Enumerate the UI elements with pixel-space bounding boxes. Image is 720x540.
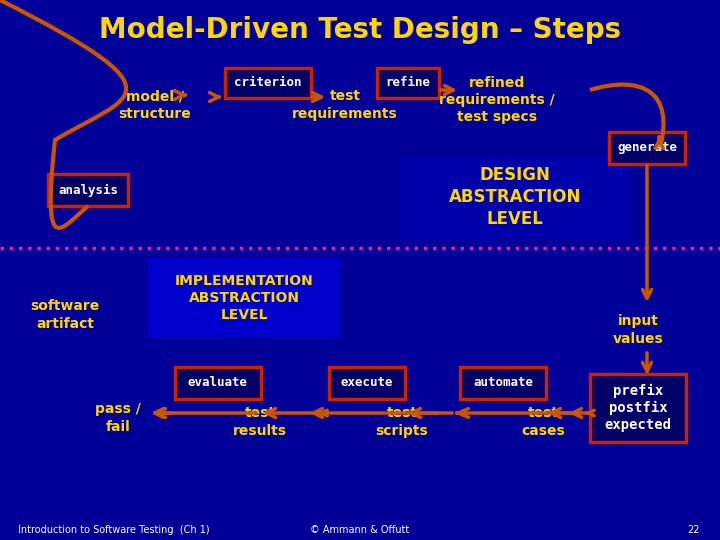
Text: test
cases: test cases	[521, 406, 565, 437]
FancyBboxPatch shape	[590, 374, 686, 442]
FancyBboxPatch shape	[460, 367, 546, 399]
Text: Introduction to Software Testing  (Ch 1): Introduction to Software Testing (Ch 1)	[18, 525, 210, 535]
Text: test
scripts: test scripts	[376, 406, 428, 437]
Text: refine: refine	[385, 77, 431, 90]
FancyBboxPatch shape	[609, 132, 685, 164]
FancyBboxPatch shape	[225, 68, 311, 98]
Text: © Ammann & Offutt: © Ammann & Offutt	[310, 525, 410, 535]
Text: test
results: test results	[233, 406, 287, 437]
Text: criterion: criterion	[234, 77, 302, 90]
Text: Model-Driven Test Design – Steps: Model-Driven Test Design – Steps	[99, 16, 621, 44]
Text: model /
structure: model / structure	[119, 89, 192, 120]
Text: DESIGN
ABSTRACTION
LEVEL: DESIGN ABSTRACTION LEVEL	[449, 166, 581, 228]
FancyBboxPatch shape	[377, 68, 439, 98]
FancyBboxPatch shape	[48, 174, 128, 206]
Text: refined
requirements /
test specs: refined requirements / test specs	[439, 76, 555, 124]
Text: IMPLEMENTATION
ABSTRACTION
LEVEL: IMPLEMENTATION ABSTRACTION LEVEL	[175, 274, 313, 322]
FancyBboxPatch shape	[148, 258, 340, 338]
FancyBboxPatch shape	[400, 155, 630, 240]
Text: test
requirements: test requirements	[292, 89, 398, 120]
FancyBboxPatch shape	[329, 367, 405, 399]
FancyBboxPatch shape	[175, 367, 261, 399]
Text: execute: execute	[341, 376, 393, 389]
Text: analysis: analysis	[58, 184, 118, 197]
Text: evaluate: evaluate	[188, 376, 248, 389]
Text: prefix
postfix
expected: prefix postfix expected	[605, 383, 672, 433]
Text: input
values: input values	[613, 314, 663, 346]
Text: pass /
fail: pass / fail	[95, 402, 141, 434]
Text: 22: 22	[688, 525, 700, 535]
Text: automate: automate	[473, 376, 533, 389]
Text: software
artifact: software artifact	[30, 299, 99, 330]
Text: generate: generate	[617, 141, 677, 154]
